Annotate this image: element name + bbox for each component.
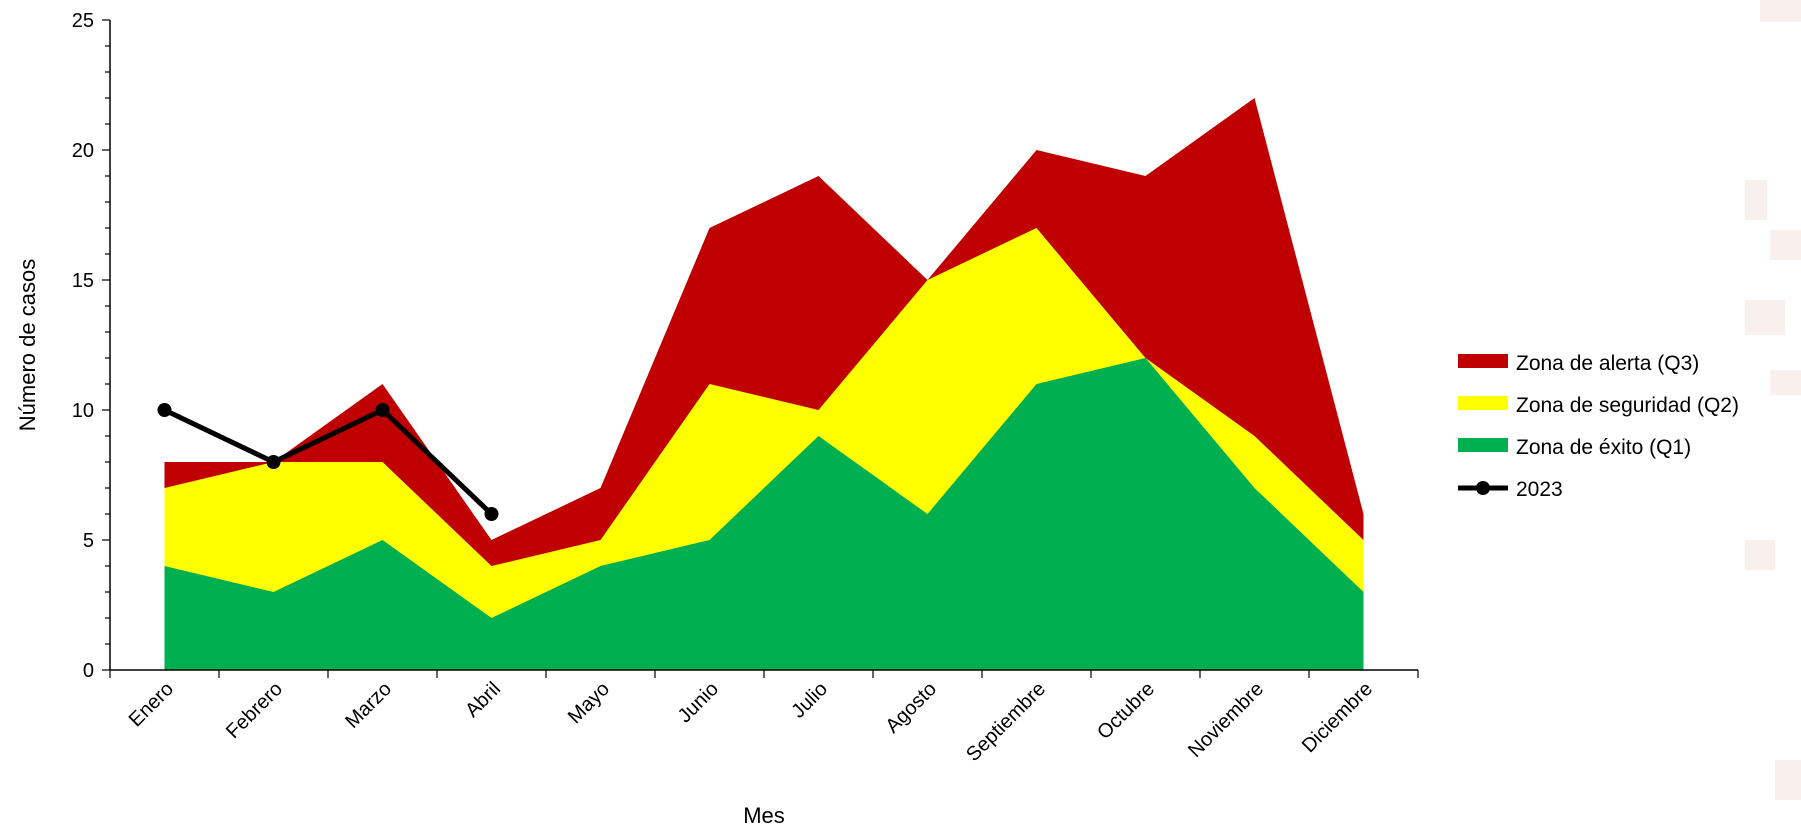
x-tick-label: Febrero <box>222 678 287 743</box>
x-tick-label: Diciembre <box>1298 678 1377 757</box>
legend-item: 2023 <box>1458 478 1563 501</box>
x-tick-label: Octubre <box>1093 678 1159 744</box>
decorative-pattern <box>1745 180 1767 220</box>
legend-item: Zona de éxito (Q1) <box>1458 436 1691 459</box>
x-tick-label: Julio <box>787 678 832 723</box>
legend-label: Zona de éxito (Q1) <box>1516 436 1691 459</box>
x-tick-label: Agosto <box>881 678 941 738</box>
y-tick-label: 25 <box>72 10 94 32</box>
legend-item: Zona de alerta (Q3) <box>1458 352 1699 375</box>
x-tick-label: Noviembre <box>1184 678 1268 762</box>
x-tick-label: Mayo <box>564 678 614 728</box>
line-point <box>484 507 499 521</box>
y-axis-title: Número de casos <box>15 259 40 431</box>
x-tick-label: Enero <box>125 678 178 731</box>
y-tick-label: 0 <box>83 660 94 682</box>
y-tick-label: 20 <box>72 140 94 162</box>
legend: Zona de alerta (Q3) Zona de seguridad (Q2… <box>1458 352 1739 501</box>
legend-swatch <box>1458 438 1508 452</box>
line-layer <box>157 403 499 521</box>
y-tick-label: 15 <box>72 270 94 292</box>
line-series-0 <box>163 407 494 516</box>
line-point <box>266 455 281 469</box>
legend-label: Zona de seguridad (Q2) <box>1516 394 1739 417</box>
legend-label: 2023 <box>1516 478 1563 501</box>
y-tick-label: 10 <box>72 400 94 422</box>
y-tick-label: 5 <box>83 530 94 552</box>
x-tick-label: Junio <box>674 678 723 727</box>
legend-swatch <box>1458 396 1508 410</box>
legend-label: Zona de alerta (Q3) <box>1516 352 1699 375</box>
decorative-pattern <box>1770 370 1801 395</box>
decorative-pattern <box>1745 300 1785 335</box>
decorative-pattern <box>1775 760 1801 800</box>
x-axis-title: Mes <box>743 803 785 828</box>
legend-item: Zona de seguridad (Q2) <box>1458 394 1739 417</box>
decorative-pattern <box>1760 0 1801 22</box>
x-tick-label: Abril <box>461 678 505 722</box>
axes <box>102 19 1419 678</box>
legend-swatch <box>1458 354 1508 368</box>
legend-marker <box>1476 481 1490 495</box>
area-series-2 <box>164 358 1364 670</box>
line-point <box>375 403 390 417</box>
decorative-pattern <box>1770 230 1801 260</box>
x-tick-label: Marzo <box>341 678 396 733</box>
decorative-pattern <box>1745 540 1775 570</box>
x-tick-label: Septiembre <box>962 678 1050 766</box>
area-layer <box>164 98 1364 670</box>
line-point <box>157 403 172 417</box>
